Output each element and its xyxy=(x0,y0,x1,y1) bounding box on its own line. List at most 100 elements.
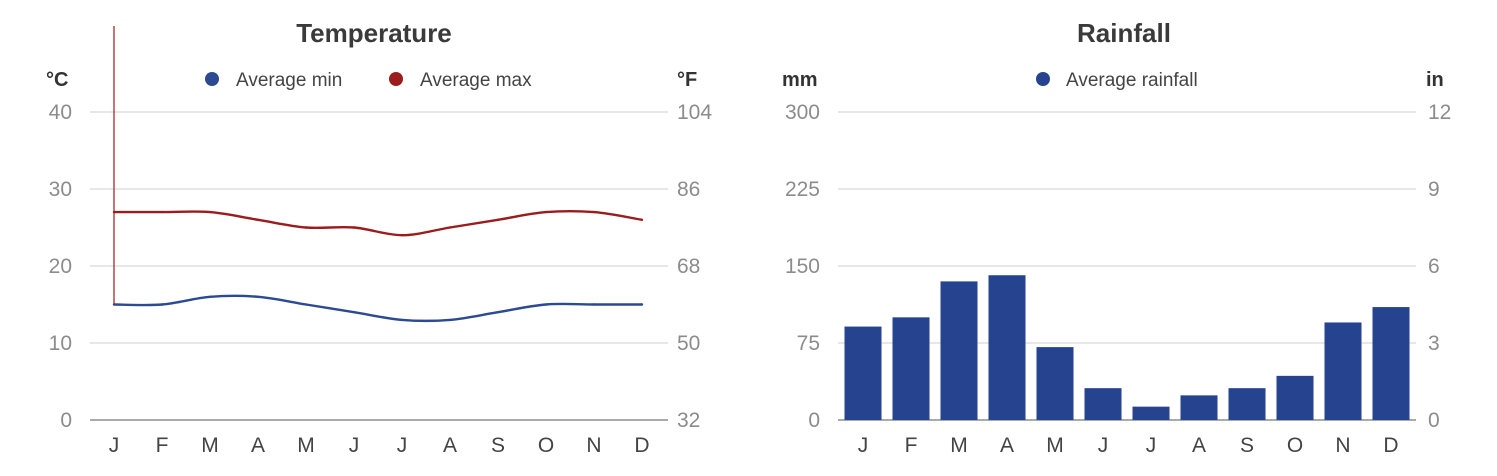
temperature-right-axis: 32 50 68 86 104 xyxy=(677,101,712,432)
rainfall-bar xyxy=(1324,322,1362,420)
data-point-average-max xyxy=(352,226,356,229)
legend-label-average-max: Average max xyxy=(420,70,532,91)
rainfall-right-tick: 12 xyxy=(1428,101,1451,124)
rainfall-bar xyxy=(988,275,1026,420)
temperature-month-label: S xyxy=(491,434,505,457)
series-line-average-min xyxy=(113,294,642,323)
data-point-average-min xyxy=(208,295,212,298)
legend-marker-average-min xyxy=(205,72,219,86)
rainfall-left-tick: 225 xyxy=(785,178,820,201)
temperature-title: Temperature xyxy=(296,18,452,48)
temperature-left-tick: 0 xyxy=(60,409,72,432)
rainfall-legend: Average rainfall xyxy=(1036,70,1198,91)
rainfall-month-label: A xyxy=(1000,434,1014,457)
legend-item-average-max: Average max xyxy=(389,70,532,91)
temperature-month-label: M xyxy=(201,434,219,457)
temperature-left-tick: 40 xyxy=(49,101,72,124)
legend-label-average-min: Average min xyxy=(236,70,342,91)
rainfall-left-tick: 0 xyxy=(808,409,820,432)
legend-item-average-rainfall: Average rainfall xyxy=(1036,70,1198,91)
temperature-right-tick: 86 xyxy=(677,178,700,201)
data-point-average-min xyxy=(256,295,260,298)
temperature-series xyxy=(112,26,644,323)
temperature-month-label: A xyxy=(443,434,457,457)
data-point-average-max xyxy=(160,210,164,214)
rainfall-bar xyxy=(1084,388,1122,420)
rainfall-bar xyxy=(1132,406,1170,420)
temperature-month-label: F xyxy=(156,434,169,457)
temperature-chart: Temperature °C °F Average min Average ma… xyxy=(46,18,712,457)
legend-marker-average-max xyxy=(389,72,403,86)
rainfall-month-label: A xyxy=(1192,434,1206,457)
data-point-average-min xyxy=(592,303,596,306)
temperature-month-label: J xyxy=(349,434,360,457)
rainfall-bar xyxy=(844,326,882,420)
data-point-average-max xyxy=(544,210,548,214)
rainfall-month-label: D xyxy=(1383,434,1398,457)
temperature-month-label: M xyxy=(297,434,315,457)
data-point-average-max xyxy=(400,234,404,237)
legend-label-average-rainfall: Average rainfall xyxy=(1066,70,1198,91)
temperature-left-tick: 10 xyxy=(49,332,72,355)
temperature-right-tick: 50 xyxy=(677,332,700,355)
rainfall-bar xyxy=(1228,388,1266,420)
temperature-gridlines xyxy=(90,111,668,421)
rainfall-bar xyxy=(1276,375,1314,420)
data-point-average-min xyxy=(448,318,452,322)
temperature-month-label: O xyxy=(538,434,554,457)
rainfall-month-label: J xyxy=(858,434,869,457)
rainfall-bar xyxy=(940,281,978,420)
legend-marker-average-rainfall xyxy=(1036,72,1050,86)
data-point-average-min xyxy=(544,303,548,306)
temperature-month-label: J xyxy=(109,434,120,457)
rainfall-bar xyxy=(1036,347,1074,420)
rainfall-month-label: M xyxy=(1046,434,1064,457)
temperature-right-unit: °F xyxy=(677,69,697,91)
rainfall-left-tick: 75 xyxy=(797,332,820,355)
rainfall-left-tick: 150 xyxy=(785,255,820,278)
rainfall-bars xyxy=(844,275,1410,420)
temperature-right-tick: 104 xyxy=(677,101,712,124)
rainfall-left-tick: 300 xyxy=(785,101,820,124)
rainfall-right-axis: 0 3 6 9 12 xyxy=(1428,101,1451,432)
data-point-average-min xyxy=(496,311,500,314)
rainfall-bar xyxy=(1372,307,1410,420)
data-point-average-min xyxy=(640,303,644,306)
data-point-average-min xyxy=(160,303,164,306)
data-point-average-max xyxy=(304,226,308,229)
temperature-left-tick: 20 xyxy=(49,255,72,278)
data-point-average-max xyxy=(448,226,452,229)
rainfall-chart: Rainfall mm in Average rainfall 0 75 150 22… xyxy=(782,18,1451,457)
rainfall-left-unit: mm xyxy=(782,69,818,91)
temperature-legend: Average min Average max xyxy=(205,70,532,91)
rainfall-title: Rainfall xyxy=(1077,18,1171,48)
rainfall-left-axis: 0 75 150 225 300 xyxy=(785,101,820,432)
data-point-average-max xyxy=(208,210,212,214)
data-point-average-min xyxy=(352,311,356,314)
rainfall-bar xyxy=(1180,395,1218,420)
rainfall-bar xyxy=(892,317,930,420)
data-point-average-max xyxy=(640,218,644,221)
series-line-average-max xyxy=(114,209,643,237)
rainfall-month-label: M xyxy=(950,434,968,457)
temperature-right-tick: 68 xyxy=(677,255,700,278)
temperature-right-tick: 32 xyxy=(677,409,700,432)
rainfall-right-tick: 3 xyxy=(1428,332,1440,355)
temperature-month-label: D xyxy=(634,434,649,457)
rainfall-month-label: N xyxy=(1335,434,1350,457)
data-point-average-min xyxy=(400,318,404,322)
rainfall-month-label: S xyxy=(1240,434,1254,457)
data-point-average-max xyxy=(496,218,500,221)
rainfall-right-tick: 9 xyxy=(1428,178,1440,201)
temperature-month-label: A xyxy=(251,434,265,457)
data-point-average-max xyxy=(592,210,596,214)
rainfall-month-label: J xyxy=(1098,434,1109,457)
temperature-month-label: N xyxy=(586,434,601,457)
rainfall-month-label: F xyxy=(905,434,918,457)
rainfall-right-tick: 0 xyxy=(1428,409,1440,432)
legend-item-average-min: Average min xyxy=(205,70,342,91)
